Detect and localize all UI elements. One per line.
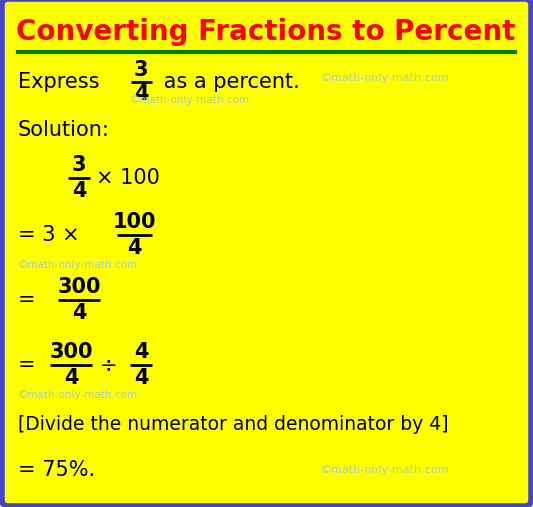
Text: ©math-only-math.com: ©math-only-math.com [18, 390, 138, 400]
Text: as a percent.: as a percent. [157, 72, 300, 92]
Text: ©math-only-math.com: ©math-only-math.com [320, 465, 448, 475]
Text: Solution:: Solution: [18, 120, 110, 140]
Text: 4: 4 [64, 368, 78, 388]
Text: 4: 4 [72, 303, 86, 323]
Text: × 100: × 100 [96, 168, 160, 188]
Text: 100: 100 [112, 212, 156, 232]
Text: 4: 4 [134, 342, 148, 362]
Text: =: = [18, 290, 42, 310]
Text: 3: 3 [72, 155, 86, 175]
Text: Converting Fractions to Percent: Converting Fractions to Percent [17, 18, 516, 46]
Text: Express: Express [18, 72, 106, 92]
Text: = 75%.: = 75%. [18, 460, 95, 480]
Text: 4: 4 [72, 181, 86, 201]
Text: [Divide the numerator and denominator by 4]: [Divide the numerator and denominator by… [18, 416, 449, 434]
Text: ÷: ÷ [100, 355, 118, 375]
Text: = 3 ×: = 3 × [18, 225, 86, 245]
Text: =: = [18, 355, 42, 375]
Text: ©math-only-math.com: ©math-only-math.com [130, 95, 250, 105]
Text: 3: 3 [134, 60, 148, 80]
Text: 4: 4 [134, 368, 148, 388]
Text: ©math-only-math.com: ©math-only-math.com [320, 73, 448, 83]
Text: 300: 300 [49, 342, 93, 362]
Text: 4: 4 [127, 238, 141, 258]
Text: 300: 300 [57, 277, 101, 297]
Text: ©math-only-math.com: ©math-only-math.com [18, 260, 138, 270]
Text: 4: 4 [134, 84, 148, 104]
